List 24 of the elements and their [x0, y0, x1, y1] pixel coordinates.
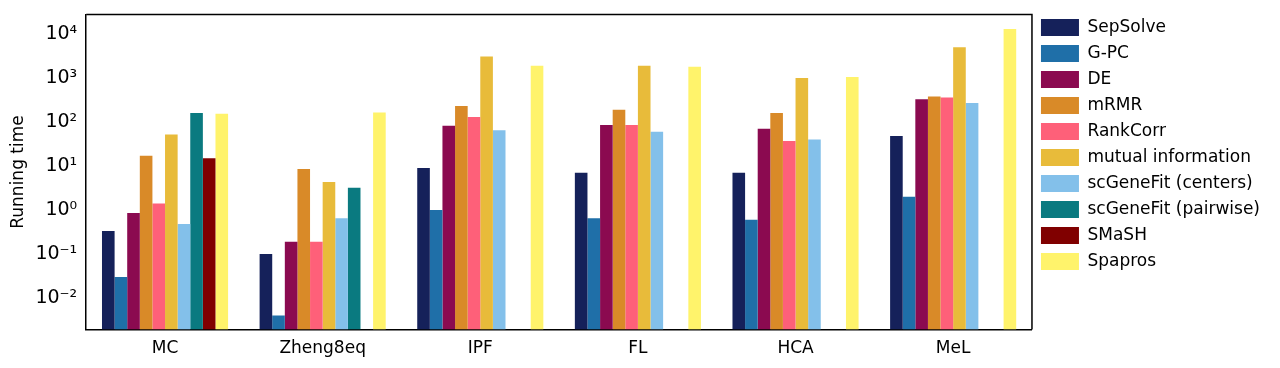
legend-label: Spapros [1087, 249, 1157, 270]
y-tick-label: 10¹ [45, 152, 78, 175]
x-tick-label: Zheng8eq [279, 337, 366, 358]
x-tick-label: IPF [467, 337, 493, 358]
y-axis-title: Running time [6, 115, 27, 229]
legend-label: SepSolve [1087, 15, 1166, 36]
legend-label: SMaSH [1087, 223, 1147, 244]
x-tick-label: HCA [777, 337, 815, 358]
legend-label: scGeneFit (centers) [1087, 171, 1253, 192]
y-tick-label: 10⁻² [35, 284, 78, 307]
y-tick-label: 10³ [45, 64, 78, 87]
legend-label: mutual information [1087, 145, 1251, 166]
y-tick-label: 10⁴ [45, 21, 78, 43]
x-tick-label: MeL [935, 337, 971, 358]
x-tick-label: FL [628, 337, 649, 358]
legend-label: mRMR [1087, 93, 1143, 114]
y-tick-label: 10² [45, 108, 78, 131]
x-tick-label: MC [151, 337, 179, 358]
y-tick-label: 10⁻¹ [35, 240, 78, 263]
legend-label: DE [1087, 67, 1112, 88]
y-tick-label: 10⁰ [45, 196, 78, 219]
legend-label: scGeneFit (pairwise) [1087, 197, 1261, 218]
legend-label: RankCorr [1087, 119, 1166, 140]
legend-label: G-PC [1087, 41, 1129, 62]
